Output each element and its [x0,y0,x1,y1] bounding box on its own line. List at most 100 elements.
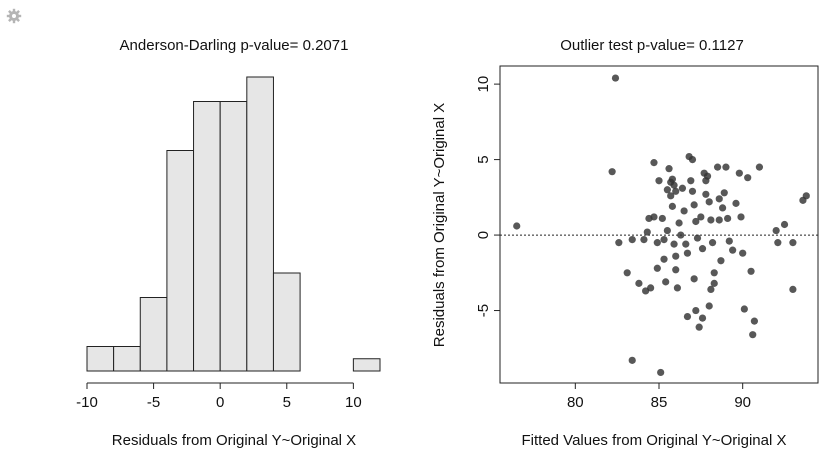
scatter-point [660,255,668,263]
scatter-point [698,245,707,253]
scatter-point [683,312,692,321]
scatter-point [802,192,810,200]
histogram-bar [272,272,301,372]
scatter-x-tick-label: 90 [734,394,751,411]
scatter-point [750,317,759,325]
scatter-point [705,302,713,310]
scatter-y-axis: -5 0 5 10 [475,76,500,317]
scatter-point [789,285,797,294]
histogram-panel: Anderson-Darling p-value= 0.2071 -10 -5 0 5… [76,37,381,449]
scatter-point [708,239,717,247]
scatter-point [719,204,727,212]
scatter-point [688,155,697,164]
scatter-point [703,172,712,180]
scatter-point [707,216,715,224]
scatter-point [668,202,676,210]
histogram-bars [86,76,381,372]
scatter-point [672,266,680,274]
scatter-point [650,213,658,221]
histogram-bar [219,101,248,372]
histogram-x-tick-label: 0 [216,394,224,411]
histogram-bar [113,346,141,372]
scatter-point [635,279,643,287]
scatter-point [755,163,764,171]
histogram-bar [166,150,195,372]
scatter-y-tick-label: 5 [475,155,492,163]
scatter-point [722,163,730,171]
histogram-x-tick-label: 5 [283,394,291,411]
scatter-point [744,174,752,182]
histogram-bar [193,101,221,372]
gear-icon[interactable] [6,8,22,24]
scatter-point [672,187,680,195]
scatter-point [697,213,705,221]
scatter-point [675,219,683,227]
scatter-point [789,239,797,247]
scatter-point [780,220,789,229]
histogram-x-axis: -10 -5 0 5 10 [76,382,362,411]
scatter-point [695,323,703,331]
scatter-panel: Outlier test p-value= 0.1127 80 85 90 -5 0 5… [431,37,819,449]
scatter-point [702,190,710,198]
scatter-point [737,213,745,221]
scatter-point [672,252,680,260]
scatter-point [640,235,648,244]
scatter-point [698,314,707,322]
scatter-point [720,189,728,197]
scatter-point [643,228,651,236]
histogram-x-tick-label: 10 [345,394,362,411]
scatter-point [713,163,722,171]
scatter-point [749,331,757,339]
scatter-y-tick-label: 0 [475,231,492,239]
scatter-point [747,267,755,275]
scatter-point [735,169,743,177]
scatter-point [653,239,661,247]
scatter-point [513,222,521,230]
scatter-point [677,231,685,239]
histogram-bar [352,358,381,372]
scatter-points [513,74,810,377]
scatter-point [628,235,636,244]
histogram-bar [139,297,168,372]
scatter-point [650,159,658,167]
scatter-point [710,279,718,287]
scatter-point [725,237,733,245]
scatter-point [683,249,692,257]
histogram-x-tick-label: -10 [76,394,98,411]
scatter-x-axis: 80 85 90 [567,383,751,411]
scatter-point [739,249,747,257]
scatter-point [692,217,700,226]
scatter-point [690,275,698,283]
scatter-point [707,285,715,294]
histogram-bar [246,76,274,372]
scatter-point [729,246,737,254]
scatter-point [670,181,678,189]
scatter-point [690,201,698,209]
scatter-point [687,177,695,185]
scatter-plot-frame [499,65,819,384]
scatter-point [740,305,748,313]
scatter-y-tick-label: -5 [475,304,492,317]
scatter-point [615,239,623,247]
scatter-point [663,226,671,235]
scatter-point [660,235,668,244]
scatter-point [680,207,688,215]
scatter-y-tick-label: 10 [475,76,492,93]
scatter-point [678,184,687,192]
scatter-point [608,168,616,176]
scatter-x-tick-label: 85 [651,394,668,411]
scatter-point [658,214,666,223]
scatter-point [623,269,631,277]
scatter-point [774,239,782,247]
scatter-point [710,269,718,277]
scatter-x-tick-label: 80 [567,394,584,411]
scatter-point [655,177,663,185]
scatter-point [688,187,697,195]
scatter-point [657,368,665,377]
scatter-point [692,306,700,315]
scatter-point [628,356,636,364]
histogram-title: Anderson-Darling p-value= 0.2071 [120,37,349,54]
scatter-point [665,165,673,173]
scatter-point [663,186,671,194]
histogram-x-tick-label: -5 [147,394,160,411]
